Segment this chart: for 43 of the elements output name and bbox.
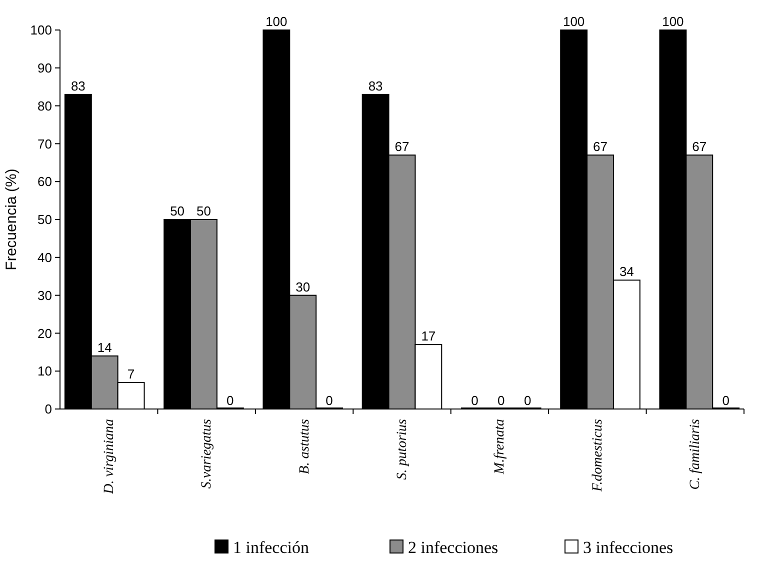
x-tick-label: F.domesticus (590, 418, 606, 492)
y-tick-label: 40 (38, 250, 52, 265)
data-label: 0 (326, 393, 333, 408)
y-tick-label: 20 (38, 326, 52, 341)
data-label: 0 (524, 393, 532, 408)
legend-label: 3 infecciones (583, 538, 674, 557)
y-tick-label: 100 (30, 22, 52, 38)
data-label: 14 (97, 340, 112, 355)
x-tick-label: D. virginiana (102, 419, 117, 495)
data-label: 83 (70, 78, 86, 94)
legend-label: 1 infección (233, 538, 310, 557)
y-tick-label: 70 (38, 136, 52, 152)
x-tick-label: M.frenata (492, 419, 508, 476)
legend-label: 2 infecciones (408, 538, 498, 557)
x-tick-label: S.variegatus (200, 418, 215, 489)
data-label: 100 (266, 14, 288, 29)
data-label: 7 (127, 366, 135, 382)
data-label: 100 (562, 14, 585, 29)
data-label: 67 (692, 139, 707, 154)
y-tick-label: 60 (38, 174, 52, 190)
y-tick-label: 90 (38, 60, 52, 76)
data-label: 83 (368, 78, 383, 94)
data-label: 50 (170, 204, 185, 218)
data-label: 67 (394, 139, 410, 154)
data-label: 0 (471, 393, 478, 408)
y-tick-label: 30 (38, 288, 52, 303)
data-label: 0 (722, 393, 730, 408)
y-tick-label: 10 (38, 364, 52, 379)
y-tick-label: 0 (44, 402, 52, 417)
data-label: 50 (196, 204, 211, 218)
y-tick-label: 50 (38, 212, 52, 228)
x-tick-label: B. astutus (297, 418, 312, 474)
data-label: 34 (619, 264, 634, 280)
data-label: 0 (498, 393, 505, 408)
data-label: 0 (226, 393, 234, 408)
x-tick-label: C. familiaris (688, 418, 704, 490)
x-tick-label: S. putorius (395, 418, 410, 480)
y-axis-title: Frecuencia (%) (3, 168, 20, 270)
data-label: 67 (593, 139, 608, 154)
y-tick-label: 80 (38, 98, 52, 114)
data-label: 17 (421, 328, 436, 344)
data-label: 30 (296, 279, 310, 294)
data-label: 100 (662, 14, 684, 29)
